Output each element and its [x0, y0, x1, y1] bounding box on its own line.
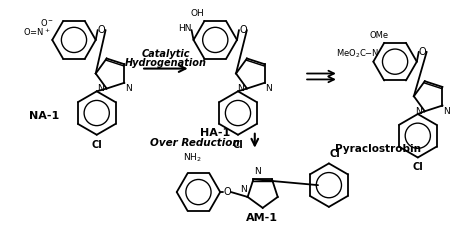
Text: Cl: Cl: [412, 162, 423, 172]
Text: Over Reduction: Over Reduction: [150, 138, 240, 148]
Text: N: N: [97, 84, 104, 93]
Text: N: N: [415, 107, 422, 116]
Text: O=N$^+$: O=N$^+$: [23, 26, 50, 38]
Text: NH$_2$: NH$_2$: [183, 152, 202, 164]
Text: Pyraclostrobin: Pyraclostrobin: [335, 144, 421, 154]
Text: AM-1: AM-1: [246, 213, 278, 223]
Text: Cl: Cl: [91, 140, 102, 150]
Text: Hydrogenation: Hydrogenation: [125, 58, 207, 68]
Text: N: N: [125, 84, 132, 93]
Text: OH: OH: [191, 9, 204, 18]
Text: Catalytic: Catalytic: [142, 49, 190, 59]
Text: N: N: [265, 84, 273, 93]
Text: OMe: OMe: [370, 31, 389, 40]
Text: N: N: [255, 167, 261, 176]
Text: HA-1: HA-1: [200, 128, 230, 138]
Text: Cl: Cl: [233, 140, 243, 150]
Text: O: O: [223, 187, 231, 197]
Text: O: O: [98, 25, 105, 35]
Text: N: N: [240, 185, 246, 194]
Text: Cl: Cl: [329, 149, 340, 159]
Text: N: N: [237, 84, 244, 93]
Text: O: O: [419, 47, 427, 57]
Text: HN: HN: [178, 24, 191, 33]
Text: N: N: [444, 106, 450, 116]
Text: O$^-$: O$^-$: [40, 17, 54, 28]
Text: MeO$_2$C$-$N: MeO$_2$C$-$N: [336, 48, 379, 60]
Text: O: O: [239, 25, 247, 35]
Text: NA-1: NA-1: [29, 111, 59, 121]
